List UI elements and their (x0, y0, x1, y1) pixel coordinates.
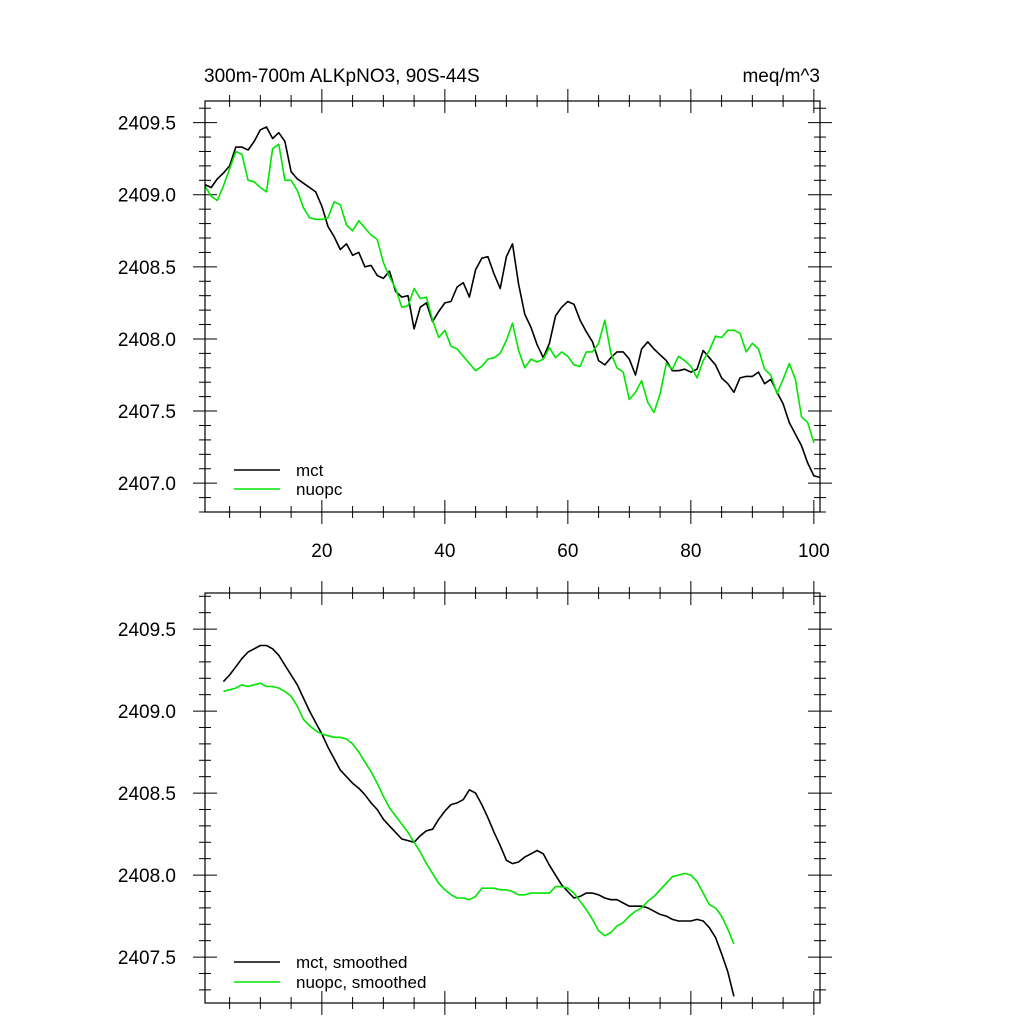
series-line-mct-smoothed (222, 644, 735, 997)
y-tick-label: 2407.5 (118, 948, 176, 969)
y-tick-label: 2407.5 (118, 402, 176, 423)
y-tick-label: 2408.5 (118, 258, 176, 279)
legend-label-nuopc: nuopc (296, 480, 343, 499)
top-panel: 300m-700m ALKpNO3, 90S-44S meq/m^3 2407.… (118, 66, 832, 562)
series-line-nuopc-smoothed (223, 682, 735, 945)
top-y-tick-labels: 2407.0 2407.5 2408.0 2408.5 2409.0 2409.5 (118, 114, 176, 496)
y-tick-label: 2408.5 (118, 784, 176, 805)
y-tick-label: 2409.5 (118, 620, 176, 641)
top-plot-frame (204, 100, 821, 513)
bottom-panel: 2407.5 2408.0 2408.5 2409.0 2409.5 mct, smoo… (118, 581, 832, 1015)
top-title: 300m-700m ALKpNO3, 90S-44S (204, 66, 480, 87)
x-tick-label: 40 (434, 541, 455, 562)
y-tick-label: 2409.0 (118, 702, 176, 723)
bottom-legend: mct, smoothed nuopc, smoothed (234, 953, 426, 992)
top-series (204, 126, 821, 479)
series-line-nuopc (204, 143, 815, 444)
top-x-tick-labels: 20 40 60 80 100 (311, 541, 829, 562)
y-tick-label: 2407.0 (118, 474, 176, 495)
y-tick-label: 2408.0 (118, 866, 176, 887)
top-legend: mct nuopc (234, 461, 343, 499)
bottom-series (222, 644, 735, 997)
y-tick-label: 2408.0 (118, 330, 176, 351)
top-units: meq/m^3 (742, 66, 820, 87)
x-tick-label: 100 (798, 541, 830, 562)
x-tick-label: 60 (557, 541, 578, 562)
legend-label-mct-smoothed: mct, smoothed (296, 953, 408, 972)
series-line-mct (204, 126, 821, 479)
y-tick-label: 2409.5 (118, 114, 176, 135)
x-tick-label: 80 (680, 541, 701, 562)
bottom-ticks (193, 581, 832, 1015)
x-tick-label: 20 (311, 541, 332, 562)
bottom-plot-frame (204, 592, 821, 1004)
legend-label-mct: mct (296, 461, 324, 480)
top-ticks (193, 89, 832, 524)
bottom-y-tick-labels: 2407.5 2408.0 2408.5 2409.0 2409.5 (118, 620, 176, 969)
y-tick-label: 2409.0 (118, 186, 176, 207)
legend-label-nuopc-smoothed: nuopc, smoothed (296, 973, 426, 992)
